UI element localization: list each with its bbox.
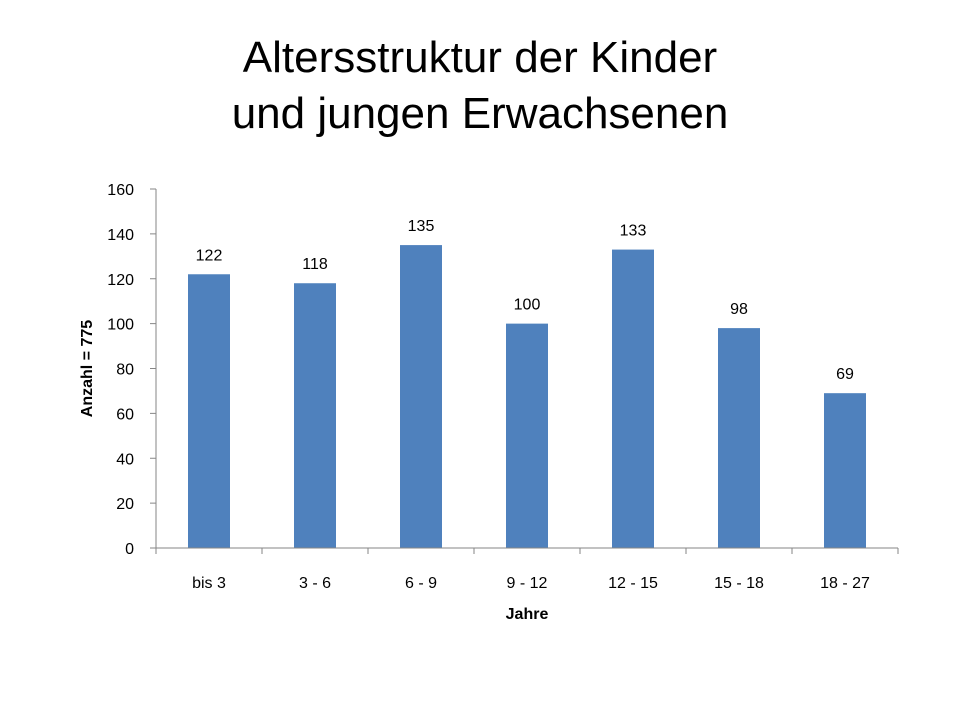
bar bbox=[824, 393, 866, 548]
x-tick-label: 9 - 12 bbox=[507, 575, 548, 592]
x-tick-label: bis 3 bbox=[192, 575, 226, 592]
bar bbox=[294, 283, 336, 548]
bar bbox=[506, 323, 548, 548]
data-label: 122 bbox=[196, 247, 223, 264]
bar bbox=[612, 249, 654, 549]
data-label: 69 bbox=[836, 366, 854, 383]
x-tick-label: 18 - 27 bbox=[820, 575, 870, 592]
chart-title: Altersstruktur der Kinder und jungen Erw… bbox=[0, 30, 960, 142]
x-axis-ticks: bis 3 3 - 6 6 - 9 9 - 12 12 - 15 15 - 18 18 - … bbox=[155, 548, 899, 592]
y-tick-label: 80 bbox=[116, 362, 134, 379]
y-axis-label: Anzahl = 775 bbox=[79, 320, 96, 417]
y-tick-label: 100 bbox=[107, 317, 134, 334]
x-tick-label: 15 - 18 bbox=[714, 575, 764, 592]
x-tick-label: 6 - 9 bbox=[405, 575, 437, 592]
bar bbox=[400, 245, 442, 548]
chart-title-line-2: und jungen Erwachsenen bbox=[231, 89, 729, 138]
y-tick-label: 120 bbox=[107, 272, 134, 289]
x-tick-label: 3 - 6 bbox=[299, 575, 331, 592]
x-axis-label: Jahre bbox=[506, 606, 549, 623]
data-label: 135 bbox=[408, 218, 435, 235]
y-tick-label: 40 bbox=[116, 451, 134, 468]
data-label: 118 bbox=[302, 256, 328, 273]
x-tick-label: 12 - 15 bbox=[608, 575, 658, 592]
chart-title-line-1: Altersstruktur der Kinder bbox=[242, 33, 718, 82]
data-labels: 122 118 135 100 133 98 69 bbox=[196, 218, 854, 383]
bar bbox=[718, 328, 760, 548]
y-tick-label: 160 bbox=[107, 182, 134, 199]
y-tick-label: 0 bbox=[125, 541, 134, 558]
data-label: 98 bbox=[730, 301, 748, 318]
y-tick-label: 60 bbox=[116, 406, 134, 423]
y-tick-label: 140 bbox=[107, 227, 134, 244]
bar bbox=[188, 274, 230, 548]
data-label: 133 bbox=[620, 223, 647, 240]
y-tick-label: 20 bbox=[116, 496, 134, 513]
y-axis-ticks: 0 20 40 60 80 100 120 140 160 bbox=[107, 182, 156, 558]
data-label: 100 bbox=[514, 297, 541, 314]
bars bbox=[188, 245, 866, 549]
